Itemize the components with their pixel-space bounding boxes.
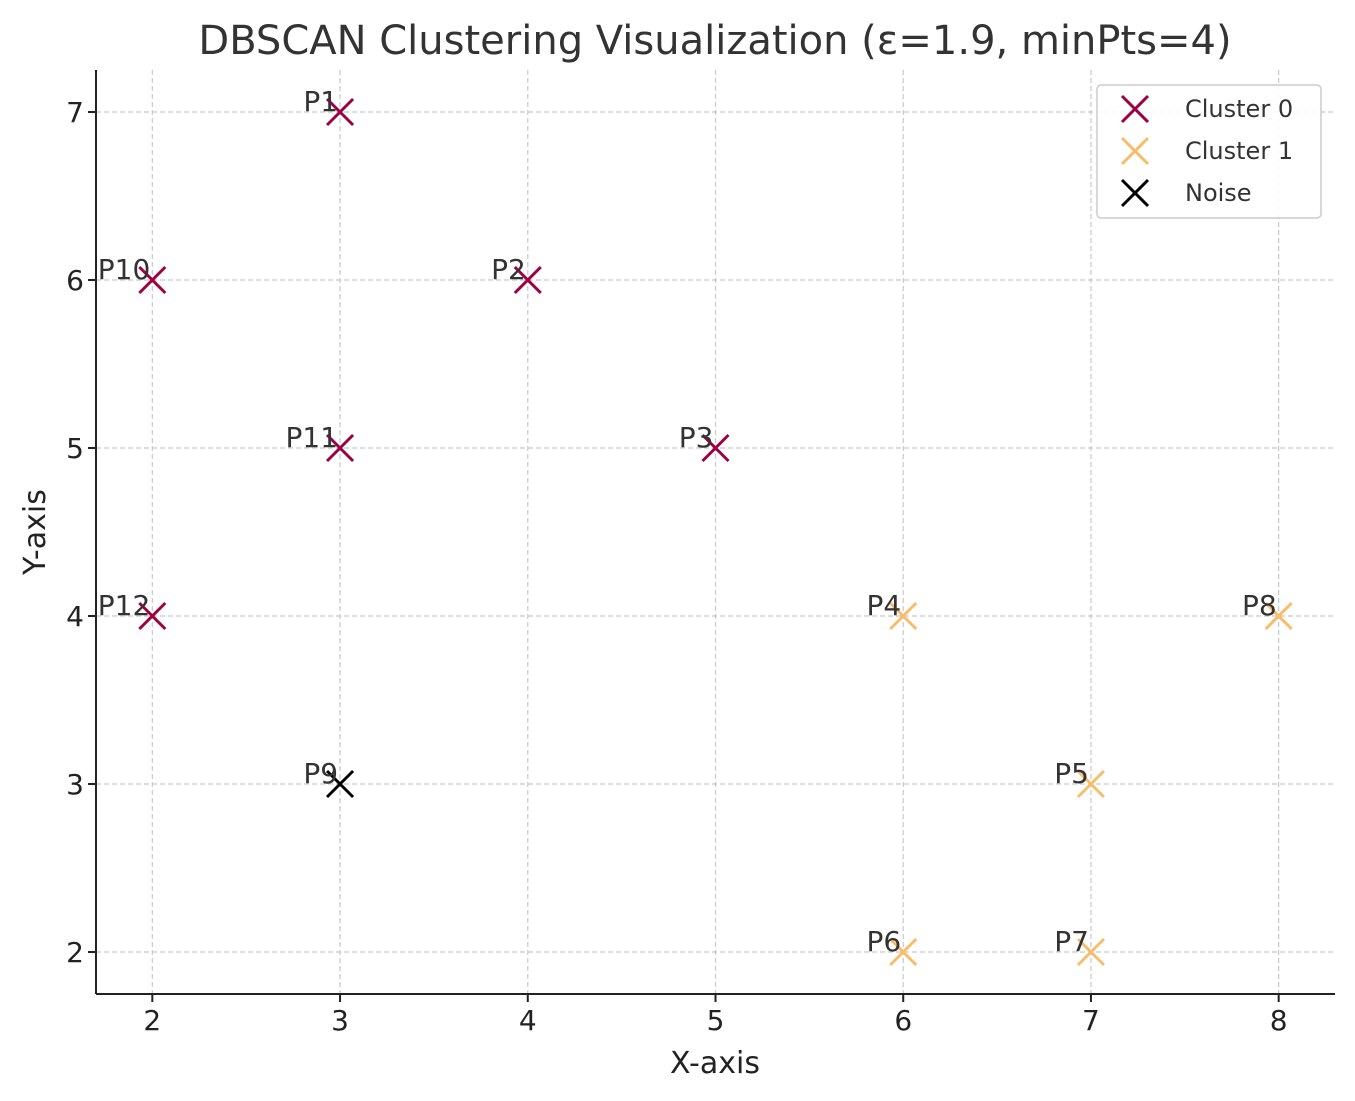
- legend-marker: [1120, 136, 1150, 166]
- legend: Cluster 0 Cluster 1 Noise: [1096, 84, 1322, 219]
- x-tick-label: 8: [1270, 1004, 1288, 1037]
- point-marker-p11: [325, 433, 355, 463]
- data-points: [138, 97, 1293, 967]
- point-marker-p12: [138, 601, 167, 631]
- legend-box: [1096, 84, 1322, 219]
- point-marker-p4: [889, 601, 918, 631]
- y-tick-label: 3: [66, 768, 84, 801]
- point-marker-p6: [889, 937, 918, 967]
- point-label-p11: P11: [286, 421, 339, 454]
- y-tick-label: 2: [66, 936, 84, 969]
- point-labels: P1 P2 P3 P10 P11 P12 P4 P5 P6 P7 P8 P9: [98, 85, 1277, 958]
- point-marker-p8: [1264, 601, 1293, 631]
- point-marker-p3: [701, 433, 730, 463]
- x-tick-label: 7: [1082, 1004, 1100, 1037]
- point-marker-p7: [1076, 937, 1106, 967]
- legend-marker: [1120, 94, 1150, 124]
- point-marker-p1: [325, 97, 355, 127]
- point-label-p3: P3: [679, 421, 714, 454]
- y-axis-label: Y-axis: [18, 489, 53, 576]
- x-axis-label: X-axis: [670, 1046, 760, 1081]
- point-marker-p9: [325, 769, 355, 799]
- point-label-p12: P12: [98, 589, 151, 622]
- point-label-p7: P7: [1054, 925, 1089, 958]
- point-label-p1: P1: [303, 85, 338, 118]
- point-label-p2: P2: [491, 253, 526, 286]
- legend-item-cluster-1: Cluster 1: [1120, 136, 1293, 166]
- x-tick-label: 6: [894, 1004, 912, 1037]
- legend-label: Cluster 1: [1185, 137, 1293, 165]
- chart-title: DBSCAN Clustering Visualization (ε=1.9, …: [198, 18, 1231, 64]
- point-marker-p10: [138, 265, 167, 295]
- point-marker-p5: [1076, 769, 1106, 799]
- point-label-p10: P10: [98, 253, 151, 286]
- point-marker-p2: [513, 265, 542, 295]
- x-tick-label: 2: [143, 1004, 161, 1037]
- legend-item-cluster-0: Cluster 0: [1120, 94, 1293, 124]
- point-label-p9: P9: [303, 757, 338, 790]
- x-tick-label: 5: [707, 1004, 725, 1037]
- point-label-p5: P5: [1054, 757, 1089, 790]
- point-label-p4: P4: [867, 589, 902, 622]
- y-tick-label: 4: [66, 600, 84, 633]
- y-tick-label: 7: [66, 96, 84, 129]
- legend-label: Cluster 0: [1185, 95, 1293, 123]
- legend-marker: [1120, 178, 1150, 208]
- x-tick-label: 3: [331, 1004, 349, 1037]
- legend-label: Noise: [1185, 179, 1252, 207]
- x-tick-label: 4: [519, 1004, 537, 1037]
- y-tick-label: 5: [66, 432, 84, 465]
- legend-item-noise: Noise: [1120, 178, 1252, 208]
- y-axis-ticks: 2 3 4 5 6 7: [66, 96, 96, 969]
- y-tick-label: 6: [66, 264, 84, 297]
- point-label-p6: P6: [867, 925, 902, 958]
- point-label-p8: P8: [1242, 589, 1277, 622]
- x-axis-ticks: 2 3 4 5 6 7 8: [143, 994, 1288, 1037]
